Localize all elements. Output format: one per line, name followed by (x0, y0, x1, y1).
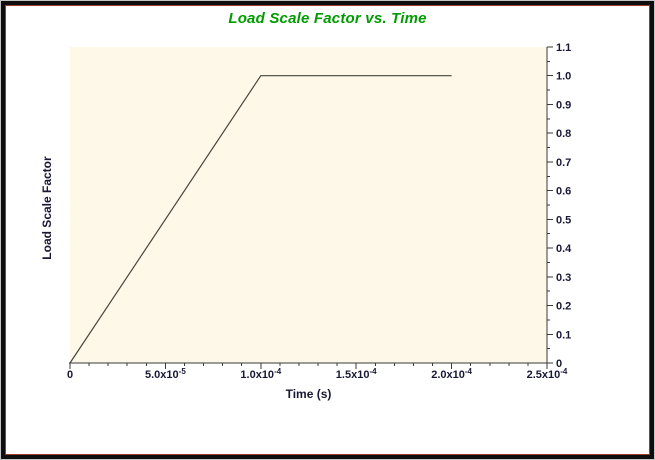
y-tick-label: 0.2 (556, 301, 571, 313)
chart-title: Load Scale Factor vs. Time (228, 10, 427, 27)
x-axis-label: Time (s) (285, 387, 332, 401)
x-tick-label: 0 (67, 369, 73, 381)
y-tick-label: 0.6 (556, 186, 571, 198)
chart-canvas: 0 5.0x10-5 1.0x10-4 1.5x10-4 2.0x10-4 2.5x10-… (67, 42, 572, 381)
y-tick-label: 0.9 (556, 99, 571, 111)
y-tick-label: 1.0 (556, 71, 571, 83)
y-tick-label: 0.3 (556, 272, 571, 284)
plot-area (70, 47, 547, 363)
x-tick-label: 1.5x10-4 (336, 367, 377, 381)
y-axis-label: Load Scale Factor (40, 156, 54, 260)
y-tick-label: 0.5 (556, 214, 571, 226)
y-tick-label: 0.8 (556, 128, 571, 140)
y-tick-label: 0 (556, 358, 562, 370)
x-tick-label: 5.0x10-5 (145, 367, 186, 381)
x-tick-label: 1.0x10-4 (240, 367, 281, 381)
y-tick-label: 1.1 (556, 42, 571, 54)
y-tick-label: 0.1 (556, 329, 571, 341)
data-line (69, 75, 452, 364)
y-tick-label: 0.4 (556, 243, 572, 255)
chart-panel: Load Scale Factor vs. Time 0 5.0x10-5 1.0x… (5, 5, 650, 455)
x-tick-label: 2.5x10-4 (527, 367, 568, 381)
y-tick-label: 0.7 (556, 157, 571, 169)
x-tick-label: 2.0x10-4 (431, 367, 472, 381)
